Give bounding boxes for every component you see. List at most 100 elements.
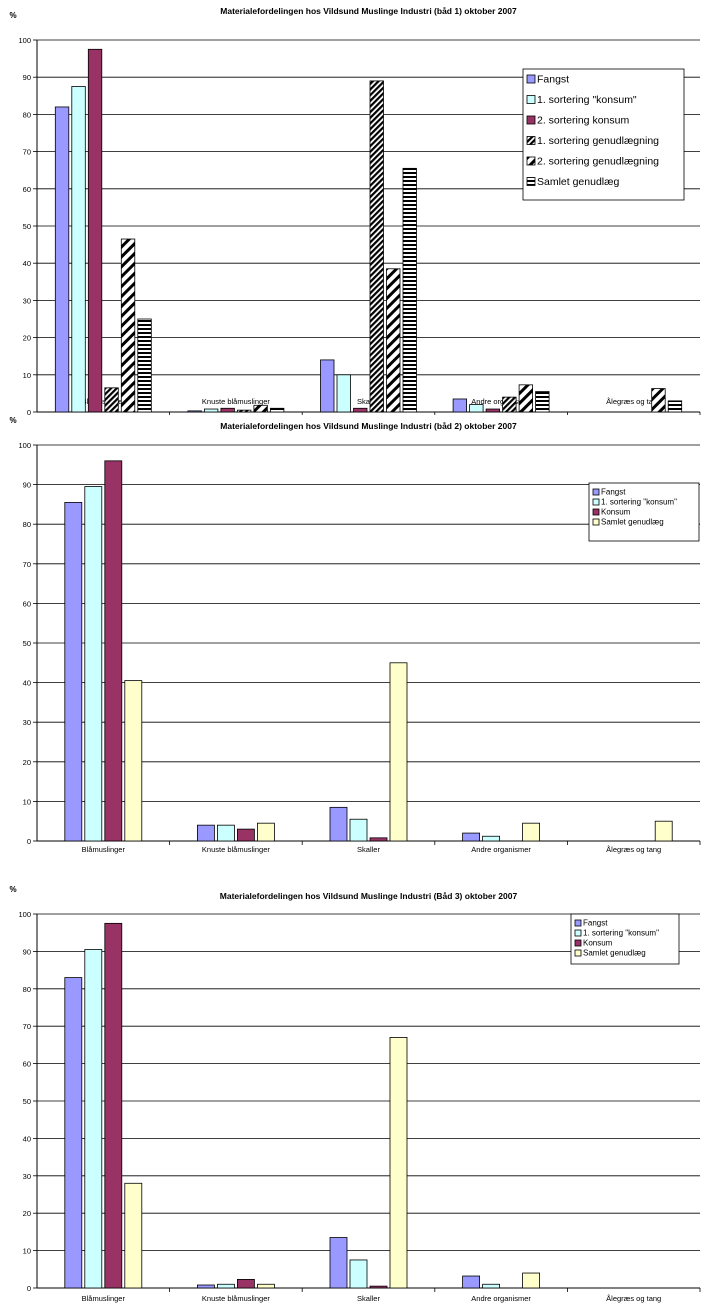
y-tick-label: 80 — [23, 110, 31, 119]
legend-label-1-sortering-konsum: 1. sortering "konsum" — [537, 94, 637, 106]
y-axis-label: % — [9, 11, 16, 20]
bar-fangst-andre-organismer — [452, 398, 468, 413]
legend-swatch-fangst — [526, 74, 536, 84]
bar-fangst-knuste-blåmuslinger — [196, 824, 215, 842]
bar-samlet-genudlæg-andre-organismer — [522, 1272, 540, 1289]
y-tick-label: 60 — [23, 599, 31, 608]
y-tick-label: 90 — [23, 73, 31, 82]
y-tick-label: 40 — [23, 259, 31, 268]
bar-1-sortering-konsum-andre-organismer — [469, 404, 484, 413]
bar-1-sortering-genudlægning-andre-organismer — [502, 396, 517, 413]
bar-samlet-genudlæg-knuste-blåmuslinger — [269, 407, 285, 413]
y-tick-label: 90 — [23, 481, 31, 490]
y-tick-label: 10 — [23, 1247, 31, 1256]
bar-samlet-genudlæg-knuste-blåmuslinger — [256, 822, 275, 842]
chart-title: Materialefordelingen hos Vildsund Muslin… — [220, 421, 517, 431]
y-tick-label: 30 — [23, 1172, 31, 1181]
legend-box — [570, 913, 680, 965]
bar-2-sortering-genudlægning-skaller — [386, 268, 401, 413]
bar-1-sortering-genudlægning-skaller — [369, 80, 384, 413]
bar-2-sortering-genudlægning-andre-organismer — [518, 384, 533, 413]
bar-samlet-genudlæg-blåmuslinger — [137, 318, 152, 413]
y-axis-label: % — [9, 885, 16, 894]
legend-label-konsum: Konsum — [583, 939, 613, 948]
legend-swatch-samlet-genudlæg — [592, 518, 600, 526]
legend-label-samlet-genudlæg: Samlet genudlæg — [601, 518, 664, 527]
bar-1-sortering-konsum-andre-organismer — [482, 1283, 501, 1289]
y-tick-label: 70 — [23, 560, 31, 569]
bar-samlet-genudlæg-knuste-blåmuslinger — [256, 1283, 275, 1289]
bar-2-sortering-konsum-skaller — [353, 407, 368, 413]
legend-swatch-1-sortering-konsum — [574, 929, 582, 937]
bar-1-sortering-konsum-andre-organismer — [482, 835, 501, 842]
bar-fangst-skaller — [320, 359, 335, 413]
legend-label-konsum: Konsum — [601, 508, 631, 517]
bar-2-sortering-genudlægning-ålegræs-og-tang — [651, 388, 666, 413]
chart-title: Materialefordelingen hos Vildsund Muslin… — [220, 891, 518, 901]
bar-konsum-skaller — [369, 837, 388, 842]
y-tick-label: 100 — [18, 36, 31, 45]
bar-1-sortering-konsum-skaller — [349, 1259, 368, 1289]
y-tick-label: 40 — [23, 679, 31, 688]
chart-3-svg: Materialefordelingen hos Vildsund Muslin… — [9, 885, 701, 1303]
y-tick-label: 80 — [23, 520, 31, 529]
bar-samlet-genudlæg-andre-organismer — [535, 391, 550, 413]
category-label-skaller: Skaller — [357, 845, 380, 854]
legend-label-1-sortering-konsum: 1. sortering "konsum" — [583, 929, 659, 938]
y-tick-label: 20 — [23, 758, 31, 767]
category-label-andre-organismer: Andre organismer — [471, 1294, 531, 1303]
bar-1-sortering-konsum-skaller — [349, 818, 368, 842]
bar-samlet-genudlæg-andre-organismer — [522, 822, 540, 842]
y-tick-label: 60 — [23, 1060, 31, 1069]
legend-swatch-konsum — [574, 939, 582, 947]
y-tick-label: 70 — [23, 148, 31, 157]
bar-fangst-andre-organismer — [462, 832, 481, 842]
legend-swatch-fangst — [592, 488, 600, 496]
y-axis-label: % — [9, 416, 16, 425]
y-tick-label: 30 — [23, 296, 31, 305]
y-tick-label: 100 — [18, 441, 31, 450]
bar-konsum-knuste-blåmuslinger — [236, 828, 255, 842]
bar-samlet-genudlæg-ålegræs-og-tang — [654, 820, 673, 842]
bar-fangst-skaller — [329, 806, 348, 842]
bar-2-sortering-konsum-andre-organismer — [485, 408, 501, 413]
bar-2-sortering-genudlægning-blåmuslinger — [120, 238, 136, 413]
legend: Fangst 1. sortering "konsum" 2. sortering … — [522, 68, 685, 201]
category-label-andre-organismer: Andre organismer — [471, 845, 531, 854]
legend-label-fangst: Fangst — [583, 919, 608, 928]
legend-swatch-samlet-genudlæg — [574, 949, 582, 957]
legend-swatch-2-sortering-konsum — [526, 115, 536, 125]
legend-label-fangst: Fangst — [601, 488, 626, 497]
legend-swatch-samlet-genudlæg — [526, 177, 536, 186]
bar-samlet-genudlæg-skaller — [402, 167, 417, 413]
legend-label-1-sortering-konsum: 1. sortering "konsum" — [601, 498, 677, 507]
bar-1-sortering-genudlægning-knuste-blåmuslinger — [236, 409, 252, 413]
chart-title: Materialefordelingen hos Vildsund Muslin… — [220, 6, 517, 16]
y-tick-label: 0 — [27, 1284, 31, 1293]
legend-swatch-1-sortering-konsum — [592, 498, 600, 506]
y-tick-label: 10 — [23, 371, 31, 380]
category-label-knuste-blåmuslinger: Knuste blåmuslinger — [202, 1294, 270, 1303]
legend-label-1-sortering-genudlægning: 1. sortering genudlægning — [537, 135, 659, 147]
y-tick-label: 90 — [23, 947, 31, 956]
bar-2-sortering-konsum-knuste-blåmuslinger — [220, 407, 235, 413]
y-tick-label: 100 — [18, 910, 31, 919]
bar-fangst-knuste-blåmuslinger — [187, 410, 202, 413]
y-tick-label: 60 — [23, 185, 31, 194]
bar-fangst-andre-organismer — [462, 1275, 481, 1289]
category-label-knuste-blåmuslinger: Knuste blåmuslinger — [202, 397, 270, 406]
bar-samlet-genudlæg-skaller — [389, 1037, 408, 1289]
category-label-andre-organismer: Andre organismer — [471, 397, 531, 406]
legend-label-2-sortering-genudlægning: 2. sortering genudlægning — [537, 156, 659, 168]
legend-swatch-1-sortering-konsum — [526, 95, 536, 104]
legend-label-samlet-genudlæg: Samlet genudlæg — [583, 949, 646, 958]
bar-1-sortering-konsum-knuste-blåmuslinger — [216, 1283, 235, 1289]
bar-samlet-genudlæg-blåmuslinger — [124, 680, 143, 842]
y-tick-label: 50 — [23, 222, 31, 231]
bar-samlet-genudlæg-ålegræs-og-tang — [667, 400, 683, 413]
bar-1-sortering-konsum-knuste-blåmuslinger — [203, 408, 219, 413]
chart-boat-1: Materialefordelingen hos Vildsund Muslin… — [0, 0, 707, 417]
bar-konsum-blåmuslinger — [104, 460, 123, 842]
chart-boat-2: Materialefordelingen hos Vildsund Muslin… — [0, 415, 707, 860]
bar-1-sortering-konsum-knuste-blåmuslinger — [216, 824, 235, 842]
